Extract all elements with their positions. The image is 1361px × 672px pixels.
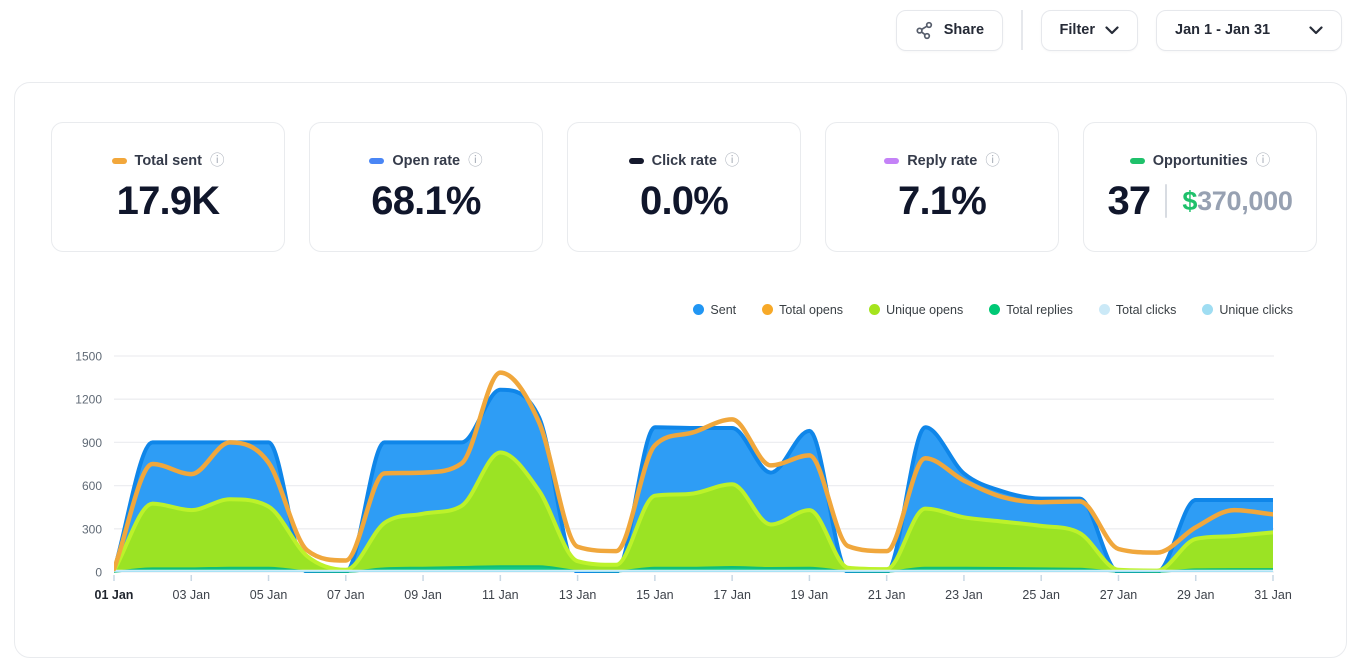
campaign-chart[interactable]: 0 300 600 900 1200 1500 01 Jan 03 Jan 05 Jan 07 J…	[15, 346, 1348, 608]
info-icon[interactable]: ⓘ	[724, 152, 740, 169]
series-color-pill	[628, 158, 644, 164]
chart-legend: Sent Total opens Unique opens Total replies…	[15, 301, 1293, 318]
svg-text:05 Jan: 05 Jan	[250, 588, 288, 602]
info-icon[interactable]: ⓘ	[209, 152, 225, 169]
share-button[interactable]: Share	[895, 9, 1004, 51]
stat-label: Total sent	[134, 153, 202, 169]
legend-dot	[693, 304, 705, 315]
svg-text:29 Jan: 29 Jan	[1177, 588, 1215, 602]
svg-text:25 Jan: 25 Jan	[1022, 588, 1060, 602]
svg-text:01 Jan: 01 Jan	[95, 588, 134, 602]
legend-label: Unique clicks	[1219, 302, 1293, 317]
date-range-label: Jan 1 - Jan 31	[1175, 22, 1271, 38]
legend-dot	[1202, 304, 1214, 315]
analytics-panel: Total sent ⓘ 17.9K Open rate ⓘ 68.1% Cli…	[14, 82, 1347, 658]
legend-label: Total clicks	[1115, 302, 1177, 317]
stat-card-click-rate: Click rate ⓘ 0.0%	[567, 122, 801, 252]
toolbar: Share Filter Jan 1 - Jan 31	[0, 0, 1361, 60]
legend-dot	[989, 304, 1001, 315]
filter-button-label: Filter	[1059, 22, 1095, 38]
svg-text:600: 600	[82, 479, 102, 493]
legend-item-total-opens[interactable]: Total opens	[762, 303, 843, 317]
svg-text:23 Jan: 23 Jan	[945, 588, 983, 602]
svg-text:1200: 1200	[75, 393, 102, 407]
stat-value: 0.0%	[640, 179, 729, 223]
series-color-pill	[369, 158, 385, 164]
svg-text:31 Jan: 31 Jan	[1254, 588, 1292, 602]
legend-label: Sent	[710, 302, 737, 317]
svg-text:03 Jan: 03 Jan	[173, 588, 211, 602]
svg-text:27 Jan: 27 Jan	[1100, 588, 1138, 602]
stat-label: Reply rate	[907, 153, 978, 169]
svg-text:15 Jan: 15 Jan	[636, 588, 674, 602]
stat-value: 17.9K	[116, 179, 221, 223]
stat-card-reply-rate: Reply rate ⓘ 7.1%	[825, 122, 1059, 252]
info-icon[interactable]: ⓘ	[985, 152, 1000, 169]
series-color-pill	[111, 158, 127, 164]
currency-symbol: $	[1182, 185, 1198, 216]
svg-text:09 Jan: 09 Jan	[404, 588, 442, 602]
stat-label: Click rate	[651, 153, 717, 169]
legend-item-unique-clicks[interactable]: Unique clicks	[1202, 303, 1293, 317]
svg-text:13 Jan: 13 Jan	[559, 588, 597, 602]
legend-item-unique-opens[interactable]: Unique opens	[869, 303, 963, 317]
legend-item-total-replies[interactable]: Total replies	[989, 303, 1073, 317]
value-divider	[1165, 184, 1168, 218]
share-icon	[915, 21, 934, 40]
stat-card-open-rate: Open rate ⓘ 68.1%	[309, 122, 543, 252]
stat-label: Open rate	[392, 153, 461, 169]
legend-label: Unique opens	[886, 302, 964, 317]
series-color-pill	[884, 158, 900, 164]
svg-text:07 Jan: 07 Jan	[327, 588, 365, 602]
legend-label: Total opens	[779, 302, 844, 317]
svg-text:900: 900	[82, 436, 102, 450]
legend-item-sent[interactable]: Sent	[693, 303, 736, 317]
chevron-down-icon	[1309, 25, 1323, 35]
legend-dot	[869, 304, 881, 315]
share-button-label: Share	[943, 22, 985, 38]
svg-text:21 Jan: 21 Jan	[868, 588, 906, 602]
stat-cards-row: Total sent ⓘ 17.9K Open rate ⓘ 68.1% Cli…	[15, 83, 1346, 252]
legend-label: Total replies	[1006, 302, 1073, 317]
stat-label: Opportunities	[1152, 153, 1248, 169]
legend-item-total-clicks[interactable]: Total clicks	[1098, 302, 1177, 317]
stat-card-total-sent: Total sent ⓘ 17.9K	[51, 122, 285, 252]
opportunities-count: 37	[1107, 179, 1151, 223]
currency-amount: 370,000	[1197, 185, 1293, 216]
legend-dot	[1098, 304, 1110, 315]
svg-text:11 Jan: 11 Jan	[482, 588, 519, 602]
stat-value: 68.1%	[371, 179, 481, 223]
filter-button[interactable]: Filter	[1040, 9, 1138, 51]
opportunities-amount: $370,000	[1182, 185, 1293, 217]
date-range-selector[interactable]: Jan 1 - Jan 31	[1156, 9, 1342, 51]
svg-text:17 Jan: 17 Jan	[713, 588, 751, 602]
info-icon[interactable]: ⓘ	[1255, 152, 1271, 169]
svg-text:19 Jan: 19 Jan	[791, 588, 829, 602]
toolbar-divider	[1021, 10, 1023, 50]
stat-value: 7.1%	[898, 179, 987, 223]
svg-text:300: 300	[82, 522, 102, 536]
legend-dot	[762, 304, 774, 315]
svg-text:0: 0	[95, 566, 102, 580]
info-icon[interactable]: ⓘ	[468, 152, 483, 169]
svg-text:1500: 1500	[75, 350, 102, 364]
series-color-pill	[1129, 158, 1145, 164]
stat-card-opportunities: Opportunities ⓘ 37 $370,000	[1083, 122, 1317, 252]
chevron-down-icon	[1105, 25, 1119, 35]
